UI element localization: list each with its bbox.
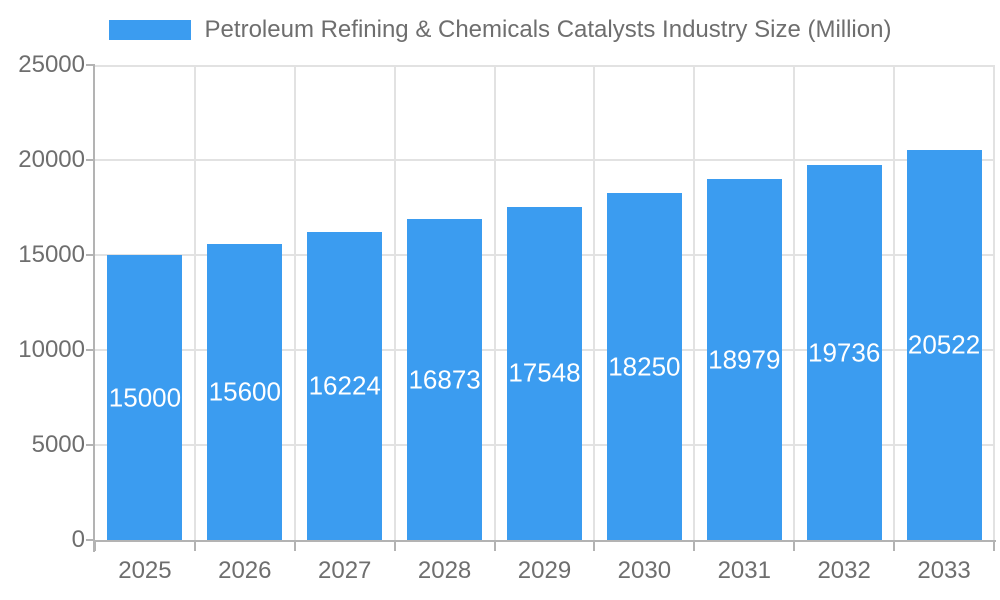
- bar[interactable]: 16224: [307, 231, 383, 540]
- v-gridline: [793, 65, 796, 540]
- bar[interactable]: 20522: [906, 150, 982, 540]
- bar[interactable]: 17548: [507, 206, 582, 540]
- y-tick-label: 0: [71, 526, 85, 553]
- x-axis-tick: [293, 542, 296, 551]
- x-tick-label: 2025: [118, 557, 172, 584]
- bar-value-label: 15000: [108, 382, 182, 412]
- x-axis-tick: [94, 542, 96, 551]
- x-axis-tick: [993, 542, 995, 551]
- x-axis-labels: 2025 2026 2027 2028 2029 2030 2031 2032 2033: [95, 554, 994, 588]
- x-tick-label: 2028: [417, 557, 472, 584]
- y-axis-labels: 0 5000 10000 15000 20000 25000: [0, 51, 85, 553]
- x-tick-label: 2032: [817, 557, 871, 584]
- v-gridline: [393, 65, 396, 540]
- bar[interactable]: 15000: [107, 255, 183, 540]
- x-axis-line: [95, 540, 996, 542]
- v-gridline: [493, 65, 496, 540]
- h-gridline: [95, 65, 994, 67]
- x-axis-tick: [193, 542, 196, 551]
- x-tick-label: 2030: [617, 557, 672, 584]
- x-tick-label: 2031: [717, 557, 771, 584]
- x-axis-tick: [493, 542, 496, 551]
- bar-value-label: 17548: [508, 357, 581, 388]
- y-tick-label: 5000: [31, 431, 85, 458]
- x-axis-tick: [393, 542, 396, 551]
- x-axis-tick: [593, 542, 596, 551]
- y-axis-tick: [86, 539, 95, 541]
- y-tick-label: 15000: [18, 241, 85, 268]
- bar-value-label: 16873: [408, 364, 481, 395]
- v-gridline: [293, 65, 296, 540]
- h-gridline: [95, 159, 994, 161]
- bar-value-label: 19736: [808, 337, 881, 368]
- y-tick-label: 20000: [18, 146, 85, 173]
- y-axis-tick: [86, 64, 95, 66]
- bar[interactable]: 19736: [806, 165, 882, 540]
- bar[interactable]: 18250: [606, 193, 682, 540]
- x-axis-tick: [793, 542, 796, 551]
- y-axis-line: [93, 65, 95, 552]
- bar-value-label: 15600: [208, 376, 281, 407]
- x-tick-label: 2033: [917, 557, 971, 584]
- bar[interactable]: 16873: [407, 219, 483, 540]
- bar-value-label: 18979: [708, 344, 781, 375]
- y-tick-label: 10000: [18, 336, 85, 363]
- y-axis-ticks: [86, 64, 95, 552]
- y-axis-tick: [86, 159, 95, 161]
- bar-value-label: 20522: [907, 329, 981, 360]
- bar[interactable]: 15600: [207, 243, 283, 540]
- y-axis-tick: [86, 444, 95, 446]
- plot-area: 15000 15600 16224 16873 17548 18250 18979 19736…: [95, 65, 995, 540]
- y-axis-tick: [86, 349, 95, 351]
- bar-value-label: 16224: [308, 370, 381, 401]
- x-tick-label: 2029: [517, 557, 572, 584]
- legend[interactable]: Petroleum Refining & Chemicals Catalysts…: [0, 16, 1000, 44]
- v-gridline: [993, 65, 995, 540]
- v-gridline: [693, 65, 696, 540]
- x-axis-tick: [693, 542, 696, 551]
- y-tick-label: 25000: [18, 51, 85, 78]
- bar-value-label: 18250: [608, 351, 681, 382]
- legend-swatch: [108, 20, 191, 40]
- x-tick-label: 2027: [318, 557, 372, 584]
- x-tick-label: 2026: [218, 557, 272, 584]
- v-gridline: [193, 65, 196, 540]
- x-axis-tick: [893, 542, 896, 551]
- x-axis-ticks: [94, 542, 996, 551]
- v-gridline: [593, 65, 596, 540]
- bar[interactable]: 18979: [706, 179, 782, 540]
- legend-label: Petroleum Refining & Chemicals Catalysts…: [204, 16, 892, 43]
- y-axis-tick: [86, 254, 95, 256]
- v-gridline: [893, 65, 896, 540]
